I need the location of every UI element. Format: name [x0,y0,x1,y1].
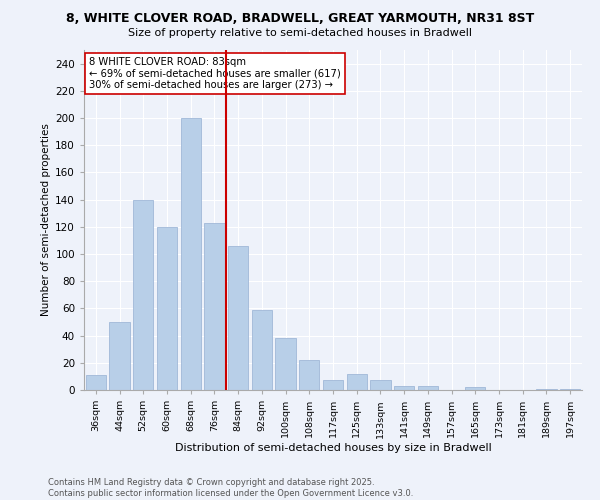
Bar [181,118,201,390]
X-axis label: Distribution of semi-detached houses by size in Bradwell: Distribution of semi-detached houses by … [175,443,491,453]
Text: 8 WHITE CLOVER ROAD: 83sqm
← 69% of semi-detached houses are smaller (617)
30% o: 8 WHITE CLOVER ROAD: 83sqm ← 69% of semi… [89,57,341,90]
Bar [252,310,272,390]
Text: Size of property relative to semi-detached houses in Bradwell: Size of property relative to semi-detach… [128,28,472,38]
Bar [394,386,414,390]
Bar [86,375,106,390]
Bar [536,388,557,390]
Bar [133,200,154,390]
Bar [109,322,130,390]
Bar [418,386,438,390]
Bar [347,374,367,390]
Text: 8, WHITE CLOVER ROAD, BRADWELL, GREAT YARMOUTH, NR31 8ST: 8, WHITE CLOVER ROAD, BRADWELL, GREAT YA… [66,12,534,26]
Bar [370,380,391,390]
Bar [299,360,319,390]
Bar [157,227,177,390]
Text: Contains HM Land Registry data © Crown copyright and database right 2025.
Contai: Contains HM Land Registry data © Crown c… [48,478,413,498]
Bar [560,388,580,390]
Y-axis label: Number of semi-detached properties: Number of semi-detached properties [41,124,51,316]
Bar [323,380,343,390]
Bar [275,338,296,390]
Bar [228,246,248,390]
Bar [465,388,485,390]
Bar [205,222,224,390]
